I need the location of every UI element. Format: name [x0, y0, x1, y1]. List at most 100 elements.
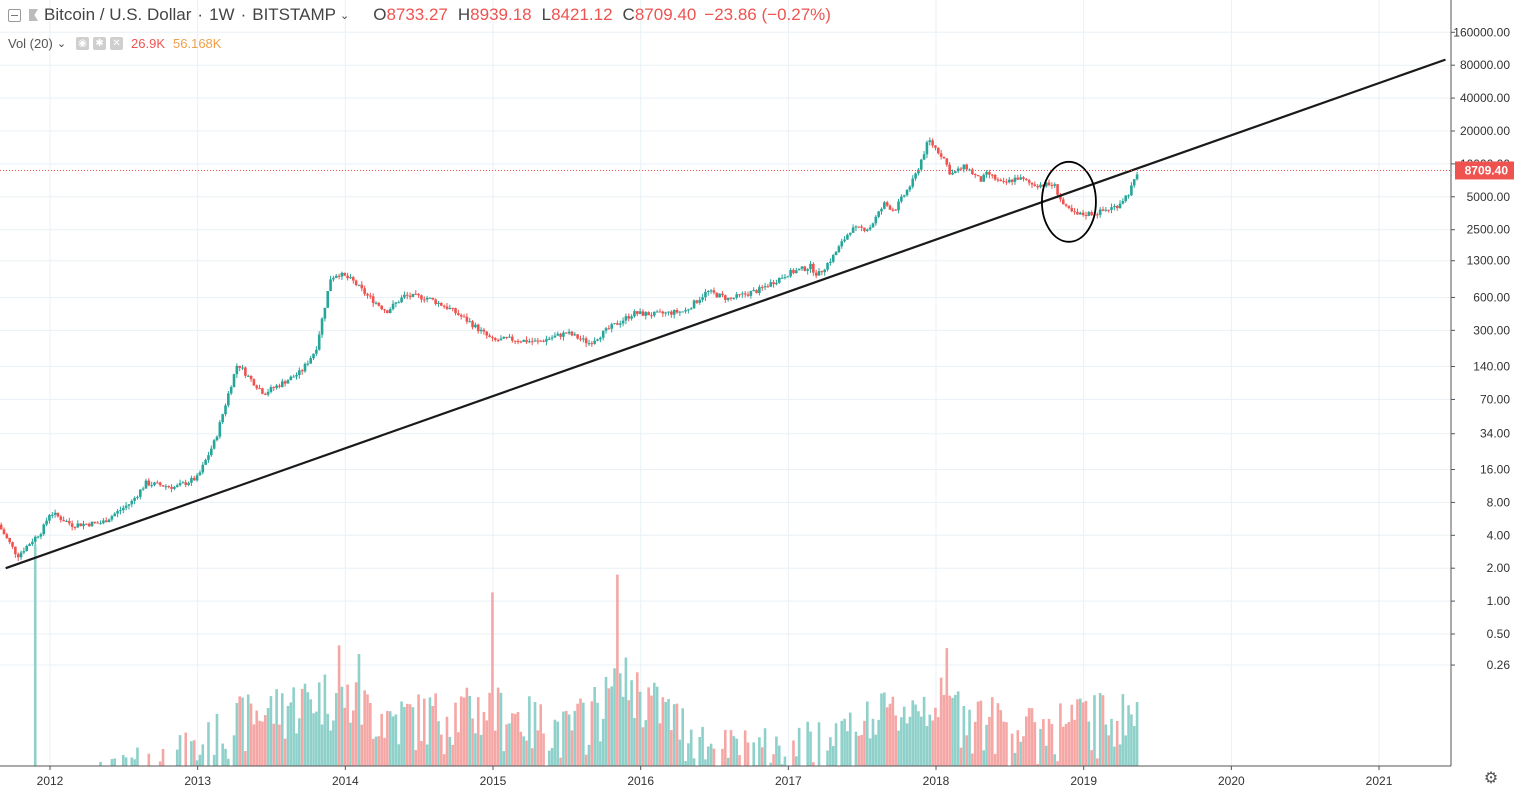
volume-bar: [550, 747, 554, 766]
volume-bar: [584, 754, 588, 766]
chevron-down-icon[interactable]: ⌄: [339, 9, 350, 22]
volume-bar: [539, 704, 543, 766]
candle-body: [377, 302, 381, 306]
volume-bar: [692, 758, 696, 766]
y-tick-label: 600.00: [1473, 290, 1510, 304]
candle-body: [5, 534, 9, 538]
volume-bar: [221, 743, 224, 766]
candle-body: [868, 227, 872, 230]
candle-body: [241, 367, 244, 369]
volume-bar: [1022, 736, 1025, 766]
candle-body: [374, 302, 378, 304]
volume-bar: [647, 687, 650, 766]
volume-bar: [956, 691, 960, 766]
candle-body: [329, 279, 332, 292]
volume-bar: [567, 714, 571, 766]
volume-bar: [863, 720, 866, 766]
separator: ·: [197, 5, 204, 24]
volume-bar: [266, 708, 270, 766]
volume-bar: [431, 705, 435, 766]
candle-body: [70, 523, 74, 527]
candle-body: [16, 554, 20, 558]
volume-bar: [1096, 758, 1099, 766]
volume-bar: [1061, 726, 1065, 766]
candle-body: [553, 335, 557, 338]
eye-icon[interactable]: ◉: [76, 37, 90, 50]
candle-body: [246, 375, 250, 377]
collapse-icon[interactable]: [8, 8, 21, 22]
volume-bar: [601, 718, 605, 766]
symbol-name[interactable]: Bitcoin / U.S. Dollar: [44, 5, 192, 24]
candle-body: [312, 353, 315, 359]
candle-body: [212, 440, 216, 449]
volume-bar: [360, 724, 364, 766]
candle-body: [547, 338, 551, 340]
volume-bar: [593, 686, 596, 766]
high-value: 8939.18: [470, 5, 532, 24]
interval-label[interactable]: 1W: [209, 5, 235, 24]
candle-body: [826, 262, 829, 270]
volume-bar: [670, 730, 673, 766]
volume-bar: [113, 758, 117, 766]
volume-bar: [806, 721, 809, 766]
gear-icon[interactable]: ✱: [93, 37, 107, 50]
volume-bar: [121, 754, 125, 766]
candle-body: [280, 381, 284, 387]
volume-bar: [618, 673, 622, 766]
volume-bar: [616, 574, 619, 766]
candle-body: [519, 341, 523, 343]
volume-bar: [309, 699, 312, 766]
candle-body: [564, 332, 568, 334]
candle-body: [854, 226, 858, 228]
volume-bar: [437, 721, 440, 766]
volume-bar: [604, 676, 608, 766]
volume-bar: [829, 737, 832, 766]
volume-bar: [840, 720, 844, 766]
candle-body: [394, 302, 398, 304]
volume-bar: [919, 716, 923, 766]
candle-body: [1013, 177, 1017, 182]
candle-body: [729, 297, 733, 299]
candle-body: [658, 311, 662, 313]
open-label: O: [373, 5, 387, 24]
y-tick-label: 16.00: [1480, 462, 1510, 476]
exchange-label[interactable]: BITSTAMP: [252, 5, 336, 24]
volume-bar: [1044, 745, 1048, 766]
candle-body: [596, 339, 599, 341]
volume-bar: [962, 705, 966, 766]
candle-body: [582, 338, 585, 340]
candle-body: [925, 142, 929, 155]
volume-legend[interactable]: Vol (20) ⌄ ◉ ✱ ✕ 26.9K 56.168K: [8, 36, 221, 51]
volume-bar: [334, 693, 338, 766]
volume-bar: [1059, 703, 1062, 766]
candle-body: [516, 341, 520, 343]
volume-label[interactable]: Vol (20): [8, 36, 53, 51]
candle-body: [255, 385, 259, 389]
gear-icon[interactable]: ⚙: [1483, 770, 1499, 787]
volume-bar: [454, 702, 457, 766]
chevron-down-icon[interactable]: ⌄: [56, 38, 67, 50]
volume-bar: [434, 693, 437, 766]
volume-bar: [817, 722, 821, 766]
candle-body: [48, 514, 51, 521]
volume-bar: [900, 717, 903, 766]
y-tick-label: 70.00: [1480, 392, 1510, 406]
volume-bar: [1076, 699, 1079, 766]
volume-bar: [198, 754, 202, 766]
volume-bar: [780, 764, 784, 766]
volume-bar: [917, 711, 920, 766]
volume-bar: [1084, 700, 1088, 766]
volume-bar: [1132, 726, 1136, 766]
candle-body: [76, 523, 80, 528]
close-icon[interactable]: ✕: [110, 37, 124, 50]
candle-body: [939, 153, 943, 157]
low-value: 8421.12: [551, 5, 613, 24]
symbol-legend[interactable]: Bitcoin / U.S. Dollar · 1W · BITSTAMP ⌄ …: [8, 5, 831, 25]
x-tick-label: 2016: [627, 774, 654, 788]
x-tick-label: 2019: [1070, 774, 1097, 788]
candle-body: [567, 331, 571, 334]
volume-bar: [743, 730, 747, 766]
volume-bar: [772, 754, 775, 766]
candle-body: [647, 312, 650, 316]
